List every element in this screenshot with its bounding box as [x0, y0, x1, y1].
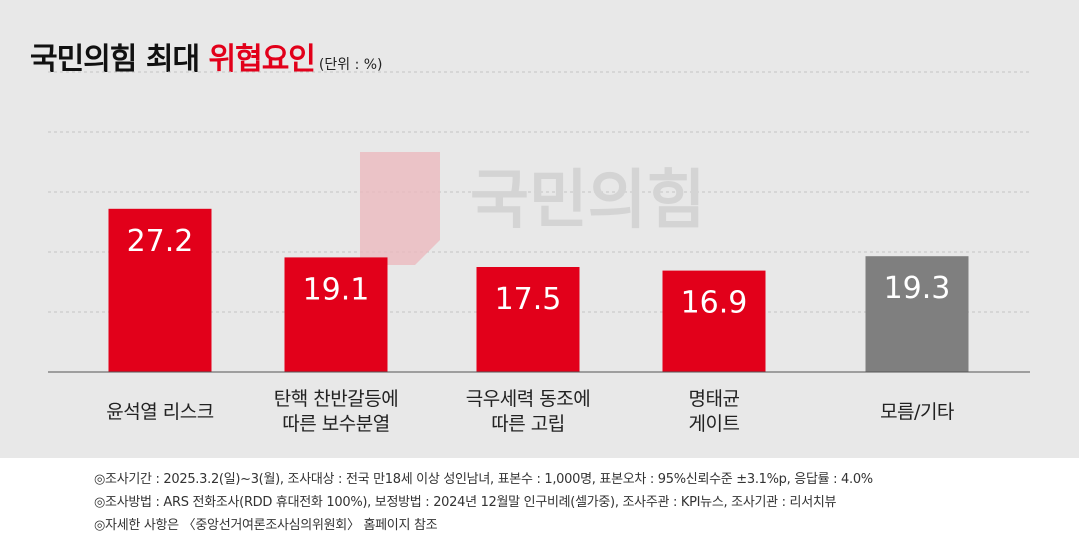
footnote-survey-period: ◎조사기간 : 2025.3.2(일)~3(월), 조사대상 : 전국 만18세… [94, 472, 873, 487]
value-label-4: 19.3 [884, 271, 951, 306]
bar-3 [662, 270, 766, 372]
category-label-0: 윤석열 리스크 [106, 401, 214, 423]
category-label-3: 명태균 게이트 [688, 388, 740, 435]
bar-2 [476, 267, 580, 372]
unit-label: (단위 : %) [318, 57, 383, 73]
watermark-logo-icon [360, 152, 440, 265]
chart-title: 국민의힘 최대 위협요인 (단위 : %) [30, 34, 383, 78]
category-label-1: 탄핵 찬반갈등에 따른 보수분열 [273, 388, 399, 435]
bar-0 [108, 208, 212, 372]
value-label-0: 27.2 [127, 224, 194, 259]
bar-1 [284, 257, 388, 372]
watermark-text: 국민의힘 [470, 164, 706, 238]
footer: ◎조사기간 : 2025.3.2(일)~3(월), 조사대상 : 전국 만18세… [0, 458, 1079, 540]
watermark: 국민의힘 [360, 152, 706, 265]
value-label-2: 17.5 [495, 282, 562, 317]
category-label-2: 극우세력 동조에 따른 고립 [465, 388, 591, 435]
bar-chart: 국민의힘 27.2 19.1 17.5 16.9 19.3 [48, 71, 1030, 373]
footnote-survey-method: ◎조사방법 : ARS 전화조사(RDD 휴대전화 100%), 보정방법 : … [94, 495, 837, 510]
value-labels: 27.2 19.1 17.5 16.9 19.3 [127, 224, 951, 321]
title-highlight: 위협요인 [208, 42, 316, 77]
footnote-reference: ◎자세한 사항은 〈중앙선거여론조사심의위원회〉 홈페이지 참조 [94, 518, 438, 533]
category-label-4: 모름/기타 [880, 401, 954, 423]
value-label-1: 19.1 [303, 272, 370, 307]
bar-4 [865, 256, 969, 372]
bars [108, 208, 969, 372]
value-label-3: 16.9 [681, 286, 748, 321]
title-main: 국민의힘 최대 [30, 42, 209, 77]
